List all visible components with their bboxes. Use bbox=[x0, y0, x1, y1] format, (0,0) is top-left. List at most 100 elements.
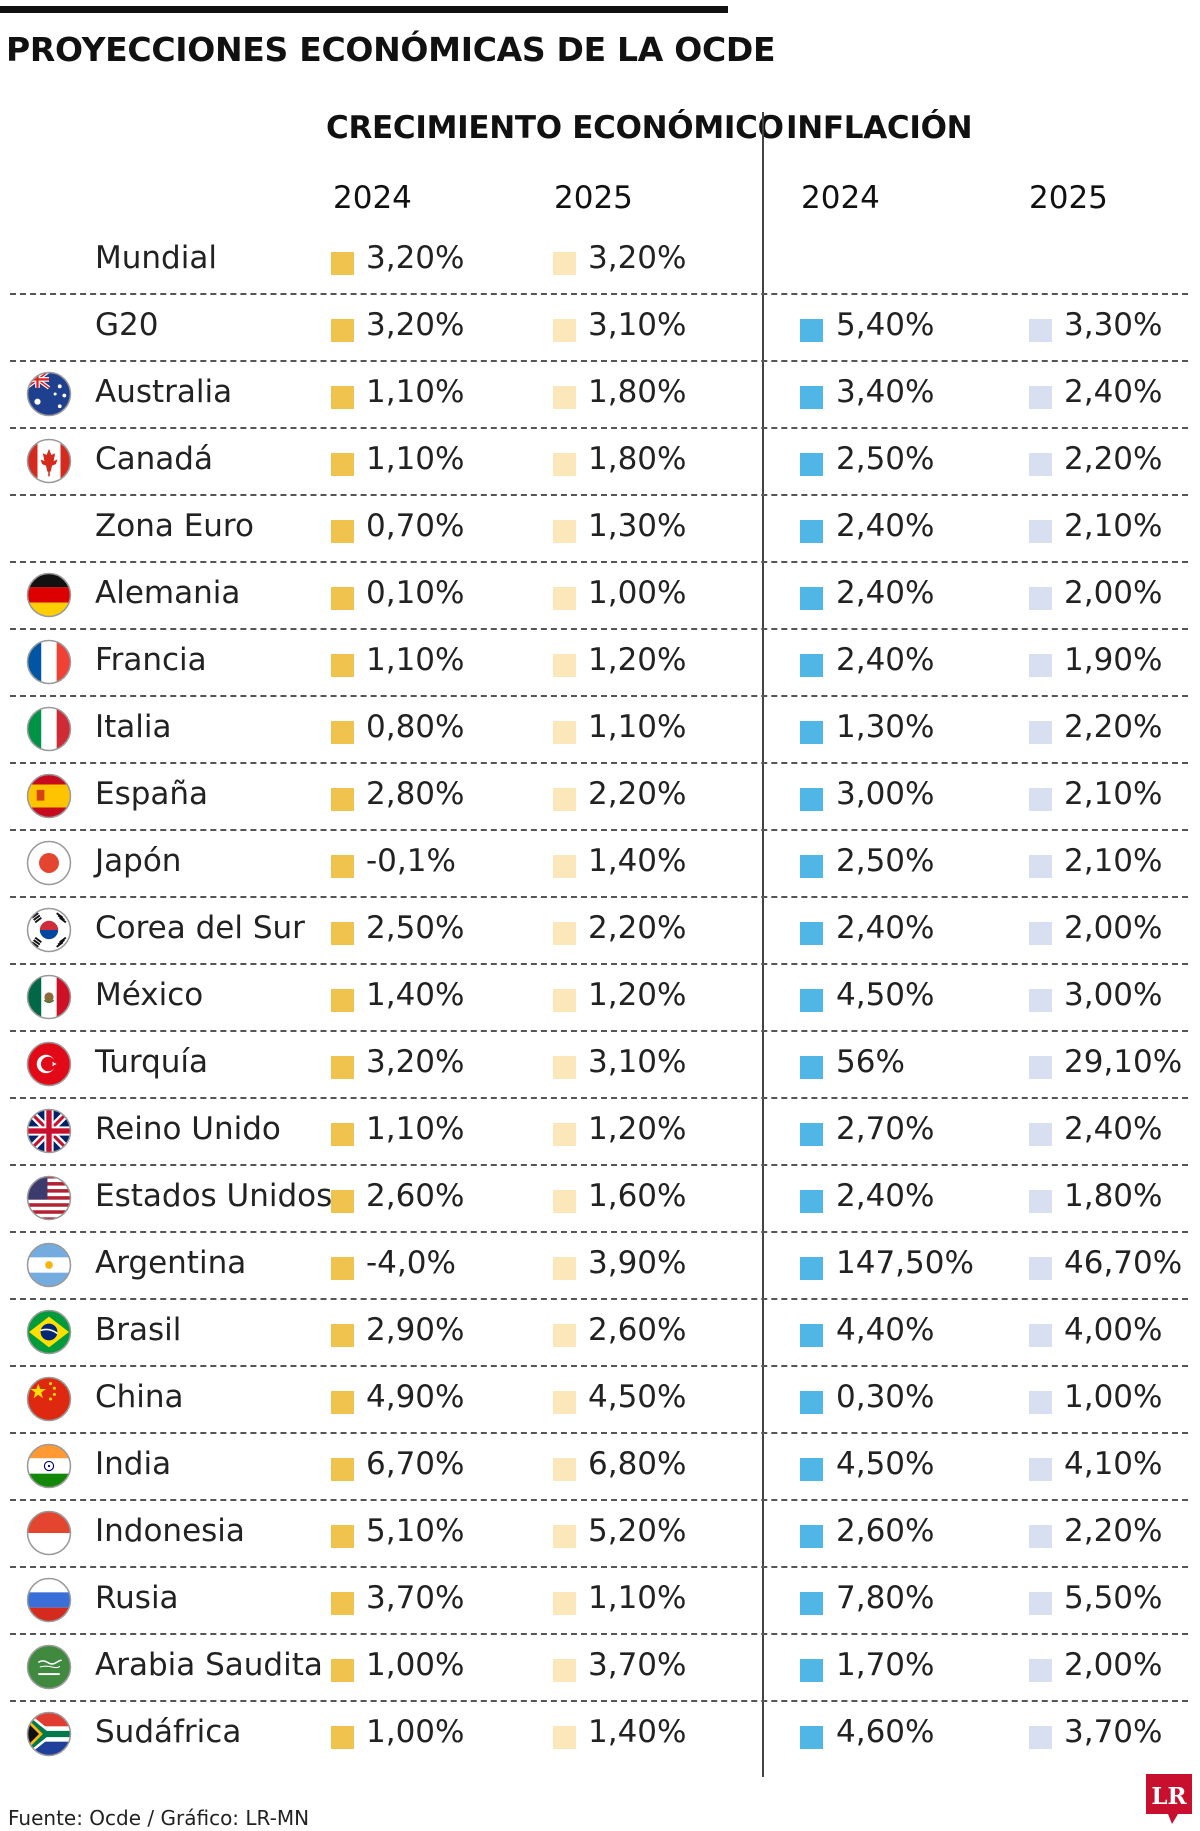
legend-square-inflation-2024 bbox=[800, 654, 823, 677]
legend-square-growth-2024 bbox=[331, 1659, 354, 1682]
row-label: China bbox=[95, 1379, 184, 1415]
value-growth-2025: 1,10% bbox=[588, 1580, 687, 1616]
legend-square-growth-2025 bbox=[553, 453, 576, 476]
table-row: Alemania 0,10% 1,00% 2,40% 2,00% bbox=[0, 563, 1200, 630]
legend-square-growth-2024 bbox=[331, 1190, 354, 1213]
value-growth-2024: 1,00% bbox=[366, 1714, 465, 1750]
value-inflation-2025: 2,00% bbox=[1064, 1647, 1163, 1683]
legend-square-growth-2025 bbox=[553, 1123, 576, 1146]
table-row: India 6,70% 6,80% 4,50% 4,10% bbox=[0, 1434, 1200, 1501]
value-growth-2024: -0,1% bbox=[366, 843, 456, 879]
value-inflation-2024: 1,30% bbox=[836, 709, 935, 745]
value-inflation-2024: 5,40% bbox=[836, 307, 935, 343]
row-label: Argentina bbox=[95, 1245, 247, 1281]
value-growth-2025: 1,80% bbox=[588, 374, 687, 410]
row-divider bbox=[10, 1499, 1188, 1501]
value-inflation-2024: 4,50% bbox=[836, 977, 935, 1013]
row-label: Mundial bbox=[95, 240, 217, 276]
legend-square-growth-2024 bbox=[331, 654, 354, 677]
row-label: Corea del Sur bbox=[95, 910, 305, 946]
inflation-2024-header: 2024 bbox=[801, 180, 880, 216]
row-divider bbox=[10, 1566, 1188, 1568]
legend-square-growth-2025 bbox=[553, 252, 576, 275]
value-inflation-2025: 1,00% bbox=[1064, 1379, 1163, 1415]
legend-square-growth-2024 bbox=[331, 721, 354, 744]
value-inflation-2024: 4,60% bbox=[836, 1714, 935, 1750]
japan-flag-icon bbox=[26, 840, 72, 886]
value-inflation-2024: 2,40% bbox=[836, 508, 935, 544]
legend-square-growth-2024 bbox=[331, 1525, 354, 1548]
legend-square-inflation-2024 bbox=[800, 1257, 823, 1280]
legend-square-inflation-2024 bbox=[800, 1056, 823, 1079]
table-row: Indonesia 5,10% 5,20% 2,60% 2,20% bbox=[0, 1501, 1200, 1568]
value-inflation-2025: 3,30% bbox=[1064, 307, 1163, 343]
legend-square-inflation-2025 bbox=[1029, 587, 1052, 610]
legend-square-growth-2024 bbox=[331, 587, 354, 610]
legend-square-growth-2025 bbox=[553, 1458, 576, 1481]
source-note: Fuente: Ocde / Gráfico: LR-MN bbox=[8, 1806, 310, 1830]
legend-square-inflation-2025 bbox=[1029, 654, 1052, 677]
legend-square-inflation-2024 bbox=[800, 386, 823, 409]
row-label: Alemania bbox=[95, 575, 241, 611]
legend-square-growth-2024 bbox=[331, 252, 354, 275]
legend-square-growth-2025 bbox=[553, 654, 576, 677]
growth-2025-header: 2025 bbox=[554, 180, 633, 216]
legend-square-growth-2024 bbox=[331, 1592, 354, 1615]
value-inflation-2025: 2,00% bbox=[1064, 910, 1163, 946]
row-label: Australia bbox=[95, 374, 233, 410]
legend-square-inflation-2025 bbox=[1029, 989, 1052, 1012]
canada-flag-icon bbox=[26, 438, 72, 484]
value-growth-2024: 1,40% bbox=[366, 977, 465, 1013]
legend-square-inflation-2025 bbox=[1029, 721, 1052, 744]
value-growth-2025: 1,20% bbox=[588, 642, 687, 678]
value-growth-2025: 1,20% bbox=[588, 1111, 687, 1147]
chart-title: PROYECCIONES ECONÓMICAS DE LA OCDE bbox=[6, 30, 776, 69]
value-inflation-2024: 3,40% bbox=[836, 374, 935, 410]
legend-square-inflation-2024 bbox=[800, 1123, 823, 1146]
row-divider bbox=[10, 360, 1188, 362]
value-inflation-2025: 4,10% bbox=[1064, 1446, 1163, 1482]
value-growth-2025: 1,10% bbox=[588, 709, 687, 745]
value-growth-2024: 1,10% bbox=[366, 441, 465, 477]
value-growth-2024: 3,20% bbox=[366, 240, 465, 276]
legend-square-inflation-2024 bbox=[800, 1592, 823, 1615]
value-growth-2024: 2,80% bbox=[366, 776, 465, 812]
table-row: Brasil 2,90% 2,60% 4,40% 4,00% bbox=[0, 1300, 1200, 1367]
spain-flag-icon bbox=[26, 773, 72, 819]
legend-square-inflation-2025 bbox=[1029, 1592, 1052, 1615]
value-inflation-2024: 4,40% bbox=[836, 1312, 935, 1348]
top-rule bbox=[0, 6, 728, 13]
indonesia-flag-icon bbox=[26, 1510, 72, 1556]
australia-flag-icon bbox=[26, 371, 72, 417]
table-row: Arabia Saudita 1,00% 3,70% 1,70% 2,00% bbox=[0, 1635, 1200, 1702]
value-growth-2025: 5,20% bbox=[588, 1513, 687, 1549]
south-africa-flag-icon bbox=[26, 1711, 72, 1757]
row-divider bbox=[10, 628, 1188, 630]
growth-header: CRECIMIENTO ECONÓMICO bbox=[326, 110, 784, 146]
table-row: Argentina -4,0% 3,90% 147,50% 46,70% bbox=[0, 1233, 1200, 1300]
table-row: Zona Euro 0,70% 1,30% 2,40% 2,10% bbox=[0, 496, 1200, 563]
value-inflation-2024: 4,50% bbox=[836, 1446, 935, 1482]
legend-square-growth-2024 bbox=[331, 1458, 354, 1481]
row-divider bbox=[10, 1365, 1188, 1367]
legend-square-inflation-2024 bbox=[800, 922, 823, 945]
value-inflation-2024: 2,50% bbox=[836, 441, 935, 477]
value-inflation-2024: 2,60% bbox=[836, 1513, 935, 1549]
value-growth-2025: 1,60% bbox=[588, 1178, 687, 1214]
value-inflation-2025: 2,20% bbox=[1064, 709, 1163, 745]
legend-square-inflation-2025 bbox=[1029, 453, 1052, 476]
value-growth-2025: 3,10% bbox=[588, 307, 687, 343]
legend-square-growth-2024 bbox=[331, 1726, 354, 1749]
value-inflation-2025: 3,00% bbox=[1064, 977, 1163, 1013]
value-growth-2025: 2,20% bbox=[588, 776, 687, 812]
value-inflation-2024: 147,50% bbox=[836, 1245, 974, 1281]
legend-square-inflation-2025 bbox=[1029, 1324, 1052, 1347]
value-inflation-2025: 2,20% bbox=[1064, 441, 1163, 477]
table-row: China 4,90% 4,50% 0,30% 1,00% bbox=[0, 1367, 1200, 1434]
legend-square-inflation-2024 bbox=[800, 453, 823, 476]
value-growth-2025: 3,70% bbox=[588, 1647, 687, 1683]
column-divider bbox=[762, 112, 764, 1777]
value-growth-2025: 3,90% bbox=[588, 1245, 687, 1281]
value-inflation-2024: 2,40% bbox=[836, 642, 935, 678]
value-inflation-2024: 2,40% bbox=[836, 575, 935, 611]
